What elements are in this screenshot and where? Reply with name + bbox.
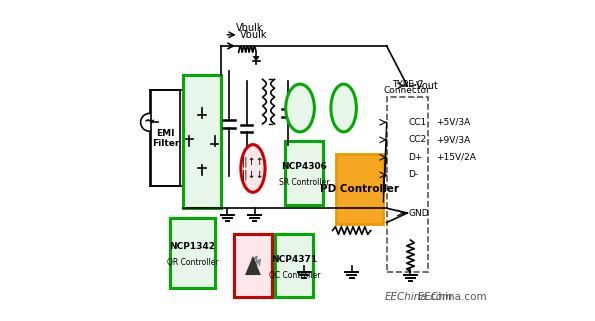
Text: GND: GND [408, 209, 429, 218]
Bar [170, 218, 215, 288]
Circle shape [140, 113, 158, 131]
Text: D-: D- [408, 170, 418, 179]
Bar [336, 154, 383, 224]
Text: QC Controller: QC Controller [268, 271, 320, 280]
Text: NCP4371: NCP4371 [271, 255, 317, 264]
Ellipse shape [331, 84, 356, 132]
Text: +15V/2A: +15V/2A [436, 153, 476, 162]
Text: +Vout: +Vout [408, 81, 438, 91]
Polygon shape [199, 110, 206, 115]
Bar [285, 142, 323, 205]
Text: Vbulk: Vbulk [236, 23, 263, 33]
Polygon shape [245, 256, 261, 275]
Text: EEChina.com: EEChina.com [384, 292, 453, 302]
Ellipse shape [241, 144, 265, 192]
Polygon shape [199, 168, 206, 173]
Text: ||↑↑: ||↑↑ [242, 157, 264, 167]
Text: Connector: Connector [384, 86, 431, 95]
Bar [387, 97, 428, 272]
Text: PD Controller: PD Controller [320, 184, 399, 194]
Text: SR Controller: SR Controller [278, 178, 329, 187]
Ellipse shape [286, 84, 314, 132]
Text: EMI
Filter: EMI Filter [152, 128, 179, 148]
Text: ~: ~ [144, 115, 155, 129]
Text: ||↓↓: ||↓↓ [242, 169, 264, 180]
Bar [234, 234, 272, 297]
Text: NCP4306: NCP4306 [281, 162, 327, 171]
Text: CC2: CC2 [408, 135, 427, 144]
Text: CC1: CC1 [408, 118, 427, 127]
Bar [275, 234, 314, 297]
Text: NCP1342: NCP1342 [170, 242, 215, 251]
Text: D+: D+ [408, 153, 422, 162]
Text: EEChina.com: EEChina.com [418, 292, 487, 302]
Polygon shape [211, 139, 218, 144]
Bar [151, 91, 180, 186]
Text: Vbulk: Vbulk [240, 30, 267, 40]
Text: +5V/3A: +5V/3A [436, 118, 470, 127]
Polygon shape [252, 56, 259, 61]
Text: TYPE-C: TYPE-C [392, 80, 423, 89]
Text: +9V/3A: +9V/3A [436, 135, 470, 144]
Bar [183, 74, 221, 208]
Text: QR Controller: QR Controller [167, 258, 218, 267]
Polygon shape [186, 139, 193, 144]
